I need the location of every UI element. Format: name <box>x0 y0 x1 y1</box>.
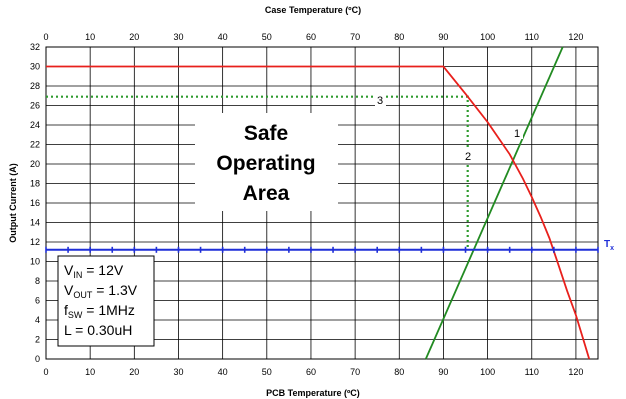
x-tick-label: 0 <box>43 367 48 377</box>
x-tick-labels-bottom: 0 10 20 30 40 50 60 70 80 90 100 110 120 <box>43 367 583 377</box>
condition-main: V <box>64 282 74 298</box>
x-tick-labels-top: 0 10 20 30 40 50 60 70 80 90 100 110 120 <box>43 32 583 42</box>
safe-area-line1: Safe <box>244 122 288 145</box>
marker-2-bg <box>463 149 474 162</box>
tx-sub: x <box>610 245 614 252</box>
y-tick-label: 0 <box>35 354 40 364</box>
condition-line: VIN = 12V <box>64 262 124 280</box>
x-tick-label-top: 60 <box>306 32 316 42</box>
x-tick-label-top: 110 <box>525 32 539 42</box>
marker-3: 3 <box>377 95 383 107</box>
x-tick-label-top: 90 <box>438 32 448 42</box>
x-tick-label: 10 <box>85 367 95 377</box>
y-tick-label: 28 <box>30 81 40 91</box>
thermal-limit-line <box>424 46 564 360</box>
condition-line: L = 0.30uH <box>64 322 132 338</box>
y-tick-label: 22 <box>30 140 40 150</box>
condition-sub: SW <box>68 310 83 320</box>
x-tick-label: 30 <box>173 367 183 377</box>
x-tick-label: 60 <box>306 367 316 377</box>
x-tick-label-top: 30 <box>173 32 183 42</box>
y-tick-label: 24 <box>30 120 40 130</box>
x-tick-label: 20 <box>129 367 139 377</box>
marker-2: 2 <box>465 151 471 163</box>
y-tick-label: 16 <box>30 198 40 208</box>
marker-1: 1 <box>514 128 520 140</box>
y-tick-label: 4 <box>35 315 40 325</box>
derating-curve <box>46 65 591 360</box>
x-tick-label-top: 100 <box>480 32 495 42</box>
x-tick-label: 80 <box>394 367 404 377</box>
condition-rest: = 1MHz <box>82 302 135 318</box>
y-tick-label: 6 <box>35 296 40 306</box>
top-axis-title: Case Temperature (ºC) <box>265 5 361 15</box>
y-tick-label: 12 <box>30 237 40 247</box>
x-tick-label: 90 <box>438 367 448 377</box>
marker-3-bg <box>375 94 386 107</box>
y-tick-label: 2 <box>35 335 40 345</box>
tx-label: Tx <box>604 239 614 252</box>
x-axis-title: PCB Temperature (ºC) <box>266 388 360 398</box>
condition-rest: = 12V <box>82 262 124 278</box>
x-tick-label: 110 <box>525 367 539 377</box>
y-tick-label: 10 <box>30 257 40 267</box>
y-tick-label: 8 <box>35 276 40 286</box>
condition-rest: = 1.3V <box>92 282 137 298</box>
x-tick-label-top: 120 <box>568 32 583 42</box>
x-tick-label-top: 10 <box>85 32 95 42</box>
condition-main: V <box>64 262 74 278</box>
x-tick-label-top: 80 <box>394 32 404 42</box>
condition-main: f <box>64 302 68 318</box>
y-tick-label: 30 <box>30 62 40 72</box>
safe-area-line3: Area <box>243 182 290 205</box>
x-tick-label-top: 50 <box>262 32 272 42</box>
series-layer <box>45 46 599 360</box>
x-tick-label-top: 40 <box>218 32 228 42</box>
safe-area-line2: Operating <box>216 152 315 175</box>
x-tick-label: 100 <box>480 367 495 377</box>
condition-sub: OUT <box>73 290 93 300</box>
condition-line: VOUT = 1.3V <box>64 282 138 300</box>
y-tick-label: 20 <box>30 159 40 169</box>
y-tick-label: 18 <box>30 179 40 189</box>
y-axis-title: Output Current (A) <box>8 163 18 242</box>
x-tick-label: 40 <box>218 367 228 377</box>
x-tick-label: 70 <box>350 367 360 377</box>
y-tick-label: 32 <box>30 42 40 52</box>
x-tick-label-top: 70 <box>350 32 360 42</box>
x-tick-label: 120 <box>568 367 583 377</box>
condition-sub: IN <box>73 270 82 280</box>
x-tick-label-top: 20 <box>129 32 139 42</box>
x-tick-label: 50 <box>262 367 272 377</box>
x-tick-label-top: 0 <box>43 32 48 42</box>
y-tick-label: 26 <box>30 101 40 111</box>
plot-frame <box>45 46 599 360</box>
y-tick-label: 14 <box>30 218 40 228</box>
condition-main: L = 0.30uH <box>64 322 132 338</box>
conditions-box <box>57 255 155 347</box>
tx-main: T <box>604 239 610 250</box>
safe-area-box <box>195 113 338 211</box>
condition-line: fSW = 1MHz <box>64 302 135 320</box>
marker-1-bg <box>512 126 523 139</box>
